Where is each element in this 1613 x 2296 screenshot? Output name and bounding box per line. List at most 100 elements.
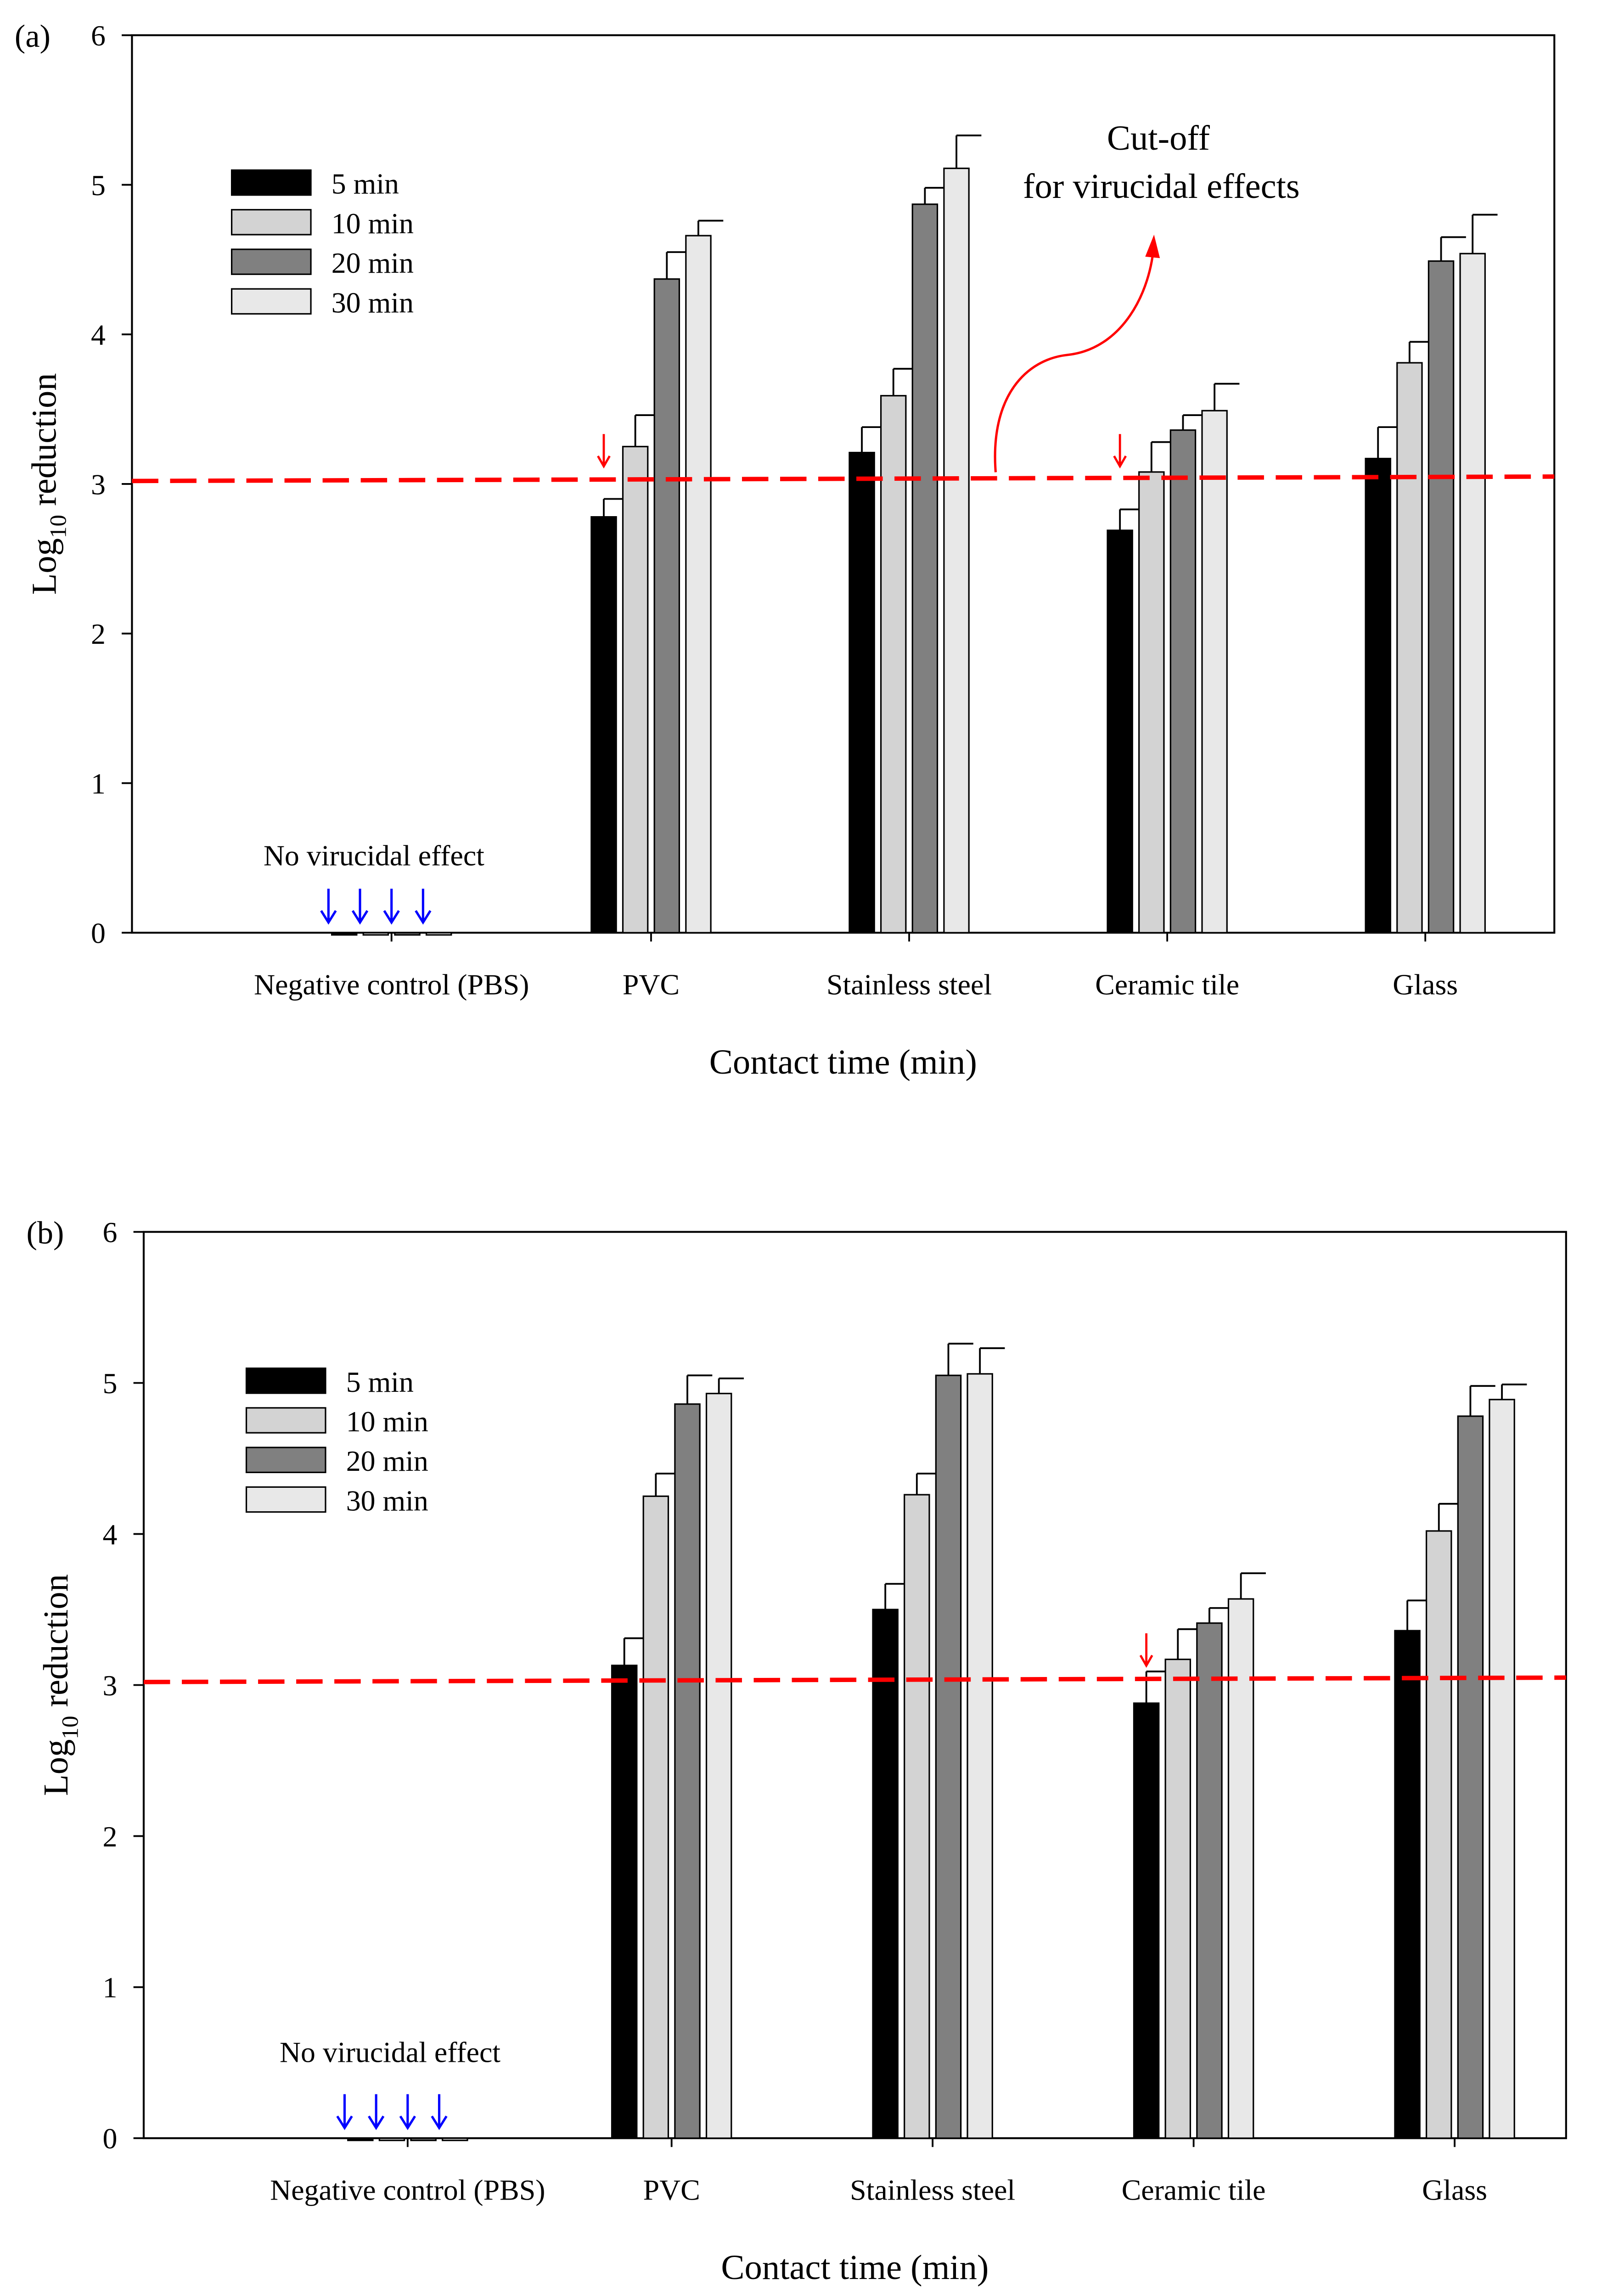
bar-30min-negative-control-pbs- [425, 932, 452, 936]
cutoff-annotation-line1: Cut-off [1107, 118, 1210, 158]
y-tick-label: 2 [91, 618, 106, 650]
blue-down-arrow-icon [383, 889, 400, 925]
y-tick-label: 1 [91, 767, 106, 800]
x-axis-label: Contact time (min) [709, 1042, 977, 1081]
curved-arrow [994, 242, 1155, 473]
red-down-arrow-icon [1139, 1633, 1153, 1668]
bar-10min-stainless-steel [904, 1494, 930, 2139]
legend-swatch [245, 1486, 326, 1513]
bar-10min-ceramic-tile [1164, 1658, 1191, 2139]
bar-5min-glass [1365, 457, 1391, 934]
bar-5min-ceramic-tile [1133, 1702, 1160, 2139]
bar-30min-pvc [705, 1393, 732, 2139]
red-down-arrow-icon [1113, 434, 1127, 469]
cutoff-annotation-line2: for virucidal effects [1023, 167, 1300, 206]
y-tick-label: 0 [91, 917, 106, 950]
legend-label: 30 min [346, 1484, 428, 1517]
y-tick-label: 4 [103, 1518, 118, 1551]
bar-20min-pvc [653, 278, 680, 934]
bar-20min-ceramic-tile [1169, 429, 1197, 934]
blue-down-arrow-icon [415, 889, 432, 925]
x-tick-label: Negative control (PBS) [254, 968, 529, 1001]
bar-30min-ceramic-tile [1201, 410, 1228, 934]
x-tick-label: Ceramic tile [1122, 2173, 1266, 2206]
bar-20min-pvc [674, 1403, 701, 2139]
bar-30min-glass [1459, 253, 1486, 934]
y-tick-label: 6 [91, 19, 106, 52]
chart-panel-b: (b) 0 1 2 3 4 5 6 Log10 reduction Contact time (m… [26, 1215, 1567, 2287]
bar-30min-negative-control-pbs- [442, 2137, 468, 2141]
legend-label: 10 min [346, 1405, 428, 1438]
bar-5min-negative-control-pbs- [331, 932, 358, 936]
x-tick-label: PVC [623, 968, 680, 1001]
legend-label: 20 min [332, 247, 414, 279]
cutoff-line [143, 1675, 1566, 1684]
legend-swatch [245, 1407, 326, 1434]
bar-5min-pvc [590, 516, 617, 934]
panel-label: (a) [15, 18, 51, 54]
bar-20min-ceramic-tile [1196, 1622, 1223, 2139]
y-axis-label-rest: reduction [24, 373, 63, 515]
cutoff-line [132, 474, 1555, 484]
bar-10min-negative-control-pbs- [362, 932, 389, 936]
bar-5min-glass [1394, 1630, 1421, 2139]
y-axis-label-main: Log [36, 1739, 75, 1796]
y-tick-label: 5 [103, 1367, 118, 1400]
y-tick-label: 5 [91, 169, 106, 202]
y-tick-label: 3 [103, 1669, 118, 1702]
bar-5min-negative-control-pbs- [347, 2137, 374, 2141]
y-tick-label: 4 [91, 319, 106, 351]
panel-label: (b) [26, 1215, 64, 1251]
x-tick-label: Stainless steel [826, 968, 992, 1001]
bar-5min-stainless-steel [872, 1609, 899, 2139]
chart-panel-a: (a) 0 1 2 3 4 5 6 Log10 reduction Contact time (m… [15, 18, 1556, 1081]
y-axis-label-rest: reduction [36, 1574, 75, 1716]
bar-10min-glass [1426, 1530, 1452, 2139]
bar-20min-glass [1457, 1415, 1484, 2139]
bar-5min-ceramic-tile [1107, 529, 1133, 934]
y-axis-label-subscript: 10 [45, 515, 72, 538]
x-axis-label: Contact time (min) [721, 2248, 989, 2287]
y-tick-label: 0 [103, 2122, 118, 2155]
x-tick-label: Glass [1422, 2173, 1487, 2206]
bar-10min-ceramic-tile [1138, 471, 1165, 934]
x-tick-label: Glass [1393, 968, 1458, 1001]
no-virucidal-effect-label: No virucidal effect [264, 839, 484, 872]
curved-arrow-head-icon [1145, 235, 1160, 259]
bar-30min-glass [1489, 1399, 1515, 2139]
blue-down-arrow-icon [368, 2094, 385, 2130]
legend-swatch [245, 1367, 326, 1394]
bar-30min-pvc [685, 235, 712, 934]
bar-10min-pvc [642, 1495, 669, 2139]
legend-label: 5 min [332, 168, 399, 200]
x-tick-label: Ceramic tile [1095, 968, 1239, 1001]
red-down-arrow-icon [597, 434, 611, 469]
legend-label: 20 min [346, 1445, 428, 1477]
legend-swatch [230, 248, 312, 275]
y-axis-label: Log10 reduction [24, 373, 71, 595]
y-tick-label: 1 [103, 1971, 118, 2004]
bar-10min-pvc [622, 445, 649, 934]
y-axis-label: Log10 reduction [36, 1574, 83, 1796]
bar-10min-glass [1396, 362, 1423, 934]
legend-swatch [245, 1446, 326, 1474]
y-tick-label: 3 [91, 468, 106, 501]
legend-swatch [230, 288, 312, 315]
bar-5min-pvc [611, 1665, 638, 2139]
blue-down-arrow-icon [320, 889, 337, 925]
y-tick-label: 2 [103, 1820, 118, 1853]
x-tick-label: PVC [643, 2173, 700, 2206]
bar-30min-stainless-steel [967, 1373, 993, 2139]
legend-label: 10 min [332, 207, 414, 240]
x-tick-label: Stainless steel [850, 2173, 1015, 2206]
bar-20min-negative-control-pbs- [394, 932, 421, 936]
bar-20min-negative-control-pbs- [410, 2137, 437, 2141]
bar-10min-negative-control-pbs- [378, 2137, 405, 2141]
y-axis-label-main: Log [24, 538, 63, 595]
legend-label: 30 min [332, 286, 414, 319]
x-tick-label: Negative control (PBS) [270, 2173, 545, 2206]
blue-down-arrow-icon [336, 2094, 353, 2130]
blue-down-arrow-icon [351, 889, 369, 925]
y-axis-label-subscript: 10 [57, 1716, 83, 1739]
